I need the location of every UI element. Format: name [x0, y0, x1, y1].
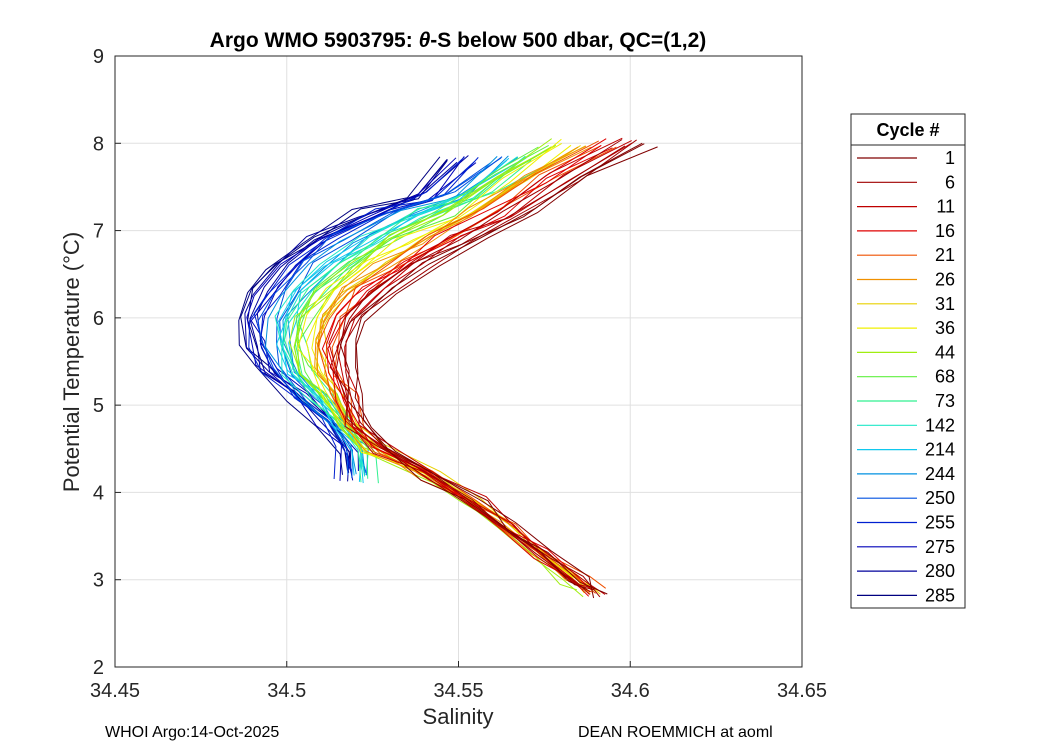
profile-line-cycle-44 — [288, 146, 584, 598]
y-axis-label: Potential Temperature (°C) — [59, 232, 84, 492]
legend-label-44: 44 — [935, 342, 955, 362]
profile-line-cycle-31 — [321, 145, 600, 592]
legend-label-250: 250 — [925, 488, 955, 508]
legend: Cycle # 16111621263136446873142214244250… — [850, 113, 966, 609]
profile-line-cycle-1 — [354, 146, 658, 595]
x-tick-label: 34.65 — [777, 680, 827, 702]
legend-label-36: 36 — [935, 318, 955, 338]
profile-line-cycle-275 — [246, 157, 457, 481]
legend-label-275: 275 — [925, 537, 955, 557]
profile-line-cycle-1 — [355, 143, 645, 599]
legend-label-285: 285 — [925, 585, 955, 605]
legend-label-142: 142 — [925, 415, 955, 435]
legend-label-16: 16 — [935, 221, 955, 241]
y-tick-label: 9 — [93, 46, 104, 68]
x-tick-label: 34.55 — [433, 680, 483, 702]
y-tick-label: 6 — [93, 308, 104, 330]
legend-label-1: 1 — [945, 148, 955, 168]
profile-line-cycle-26 — [318, 146, 596, 589]
x-tick-label: 34.5 — [267, 680, 306, 702]
legend-box — [850, 113, 966, 609]
chart-title: Argo WMO 5903795: θ-S below 500 dbar, QC… — [210, 29, 707, 52]
x-axis-label: Salinity — [423, 704, 494, 729]
legend-label-244: 244 — [925, 464, 955, 484]
legend-label-26: 26 — [935, 270, 955, 290]
y-tick-label: 3 — [93, 570, 104, 592]
profile-line-cycle-36 — [311, 144, 593, 589]
y-tick-label: 5 — [93, 395, 104, 417]
footer-left: WHOI Argo:14-Oct-2025 — [105, 724, 280, 741]
profile-line-cycle-6 — [335, 145, 626, 591]
profile-line-cycle-280 — [244, 159, 449, 482]
profile-line-cycle-21 — [317, 140, 600, 593]
profile-line-cycle-6 — [329, 139, 623, 593]
profile-line-cycle-16 — [321, 144, 602, 597]
profile-line-cycle-250 — [257, 162, 491, 476]
profile-line-cycle-11 — [344, 142, 633, 595]
legend-label-31: 31 — [935, 294, 955, 314]
profile-line-cycle-214 — [277, 157, 510, 476]
legend-label-21: 21 — [935, 245, 955, 265]
profile-line-cycle-1 — [339, 142, 643, 590]
y-tick-label: 2 — [93, 657, 104, 679]
legend-label-73: 73 — [935, 391, 955, 411]
profile-line-cycle-285 — [240, 159, 448, 471]
profile-line-cycle-68 — [296, 144, 557, 454]
profile-curves — [238, 137, 658, 599]
grid-lines — [115, 56, 802, 667]
legend-title: Cycle # — [876, 120, 939, 140]
legend-label-280: 280 — [925, 561, 955, 581]
y-tick-label: 7 — [93, 221, 104, 243]
profile-line-cycle-285 — [238, 156, 441, 475]
x-axis-ticks: 34.45 34.5 34.55 34.6 34.65 — [90, 661, 827, 702]
x-tick-label: 34.45 — [90, 680, 140, 702]
legend-label-6: 6 — [945, 172, 955, 192]
y-tick-label: 4 — [93, 482, 104, 504]
legend-label-68: 68 — [935, 367, 955, 387]
profile-line-cycle-255 — [248, 156, 465, 480]
legend-label-255: 255 — [925, 513, 955, 533]
profile-line-cycle-31 — [315, 145, 590, 592]
legend-label-11: 11 — [936, 197, 955, 217]
legend-label-214: 214 — [925, 440, 955, 460]
y-axis-ticks: 2 3 4 5 6 7 8 9 — [93, 46, 121, 679]
footer-right: DEAN ROEMMICH at aoml — [578, 724, 773, 741]
x-tick-label: 34.6 — [611, 680, 650, 702]
profile-line-cycle-244 — [264, 156, 498, 475]
profile-line-cycle-250 — [276, 157, 502, 479]
y-tick-label: 8 — [93, 133, 104, 155]
